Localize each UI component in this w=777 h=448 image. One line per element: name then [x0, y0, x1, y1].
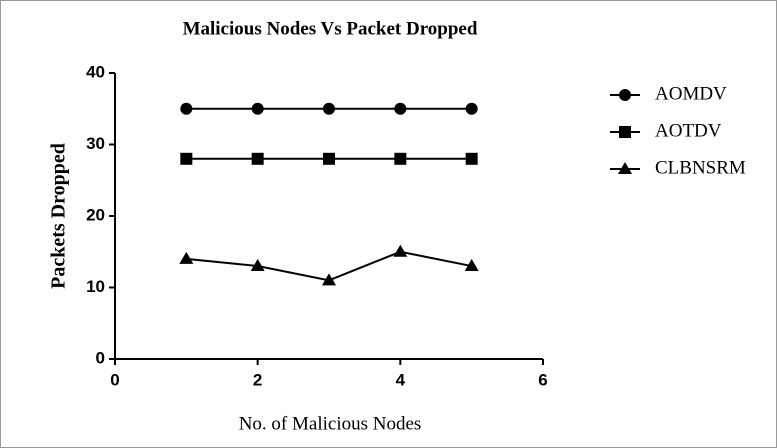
y-axis-label: Packets Dropped: [48, 143, 70, 289]
marker: [323, 102, 335, 115]
marker: [180, 152, 193, 165]
marker: [322, 273, 336, 286]
legend-marker: [618, 162, 632, 174]
marker: [250, 259, 265, 272]
x-tick-label: 2: [253, 370, 262, 389]
marker: [393, 244, 408, 257]
legend-label: AOMDV: [655, 83, 727, 104]
marker: [394, 152, 407, 165]
x-tick-label: 6: [538, 370, 547, 389]
marker: [464, 259, 479, 272]
y-tick-label: 40: [86, 62, 105, 81]
marker: [251, 152, 264, 165]
marker: [179, 251, 194, 264]
chart-title: Malicious Nodes Vs Packet Dropped: [183, 18, 478, 39]
y-tick-label: 20: [86, 205, 105, 224]
marker: [465, 102, 478, 115]
x-tick-label: 4: [396, 370, 406, 389]
y-tick-label: 30: [86, 134, 105, 153]
marker: [323, 152, 335, 165]
y-tick-label: 10: [86, 277, 105, 296]
legend-label: CLBNSRM: [655, 157, 746, 178]
marker: [465, 152, 478, 165]
x-axis-label: No. of Malicious Nodes: [239, 413, 422, 434]
legend-label: AOTDV: [655, 120, 722, 141]
legend-marker: [619, 89, 631, 101]
marker: [394, 102, 407, 115]
legend-marker: [619, 126, 631, 138]
x-tick-label: 0: [110, 370, 119, 389]
y-tick-label: 0: [96, 348, 105, 367]
marker: [251, 102, 264, 115]
marker: [180, 102, 193, 115]
